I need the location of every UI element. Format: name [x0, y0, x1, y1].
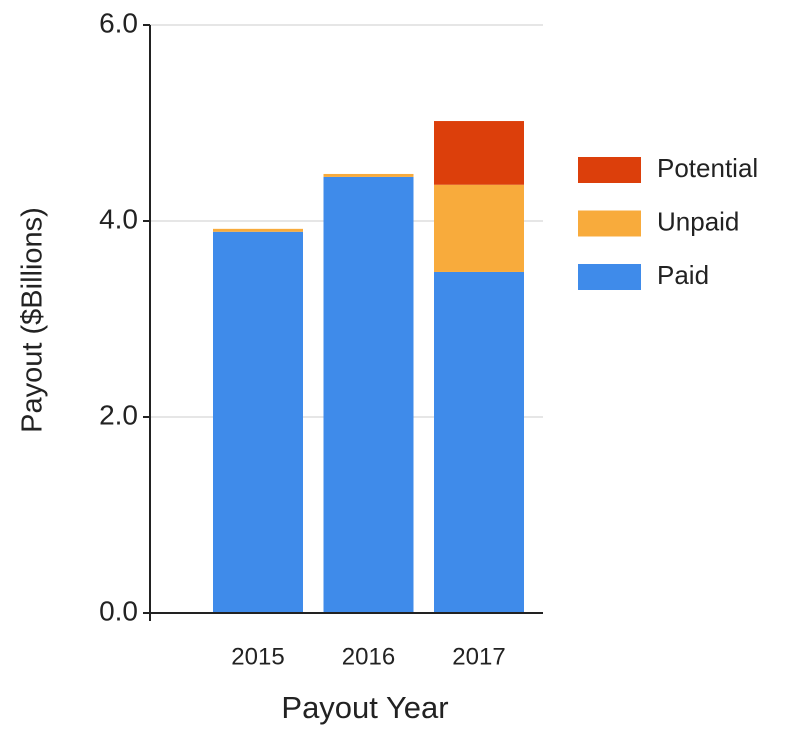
legend-label: Potential: [657, 153, 758, 183]
x-tick-label: 2015: [231, 643, 284, 670]
y-tick-label: 2.0: [99, 399, 138, 430]
bar-segment: [434, 121, 524, 185]
y-tick-label: 0.0: [99, 595, 138, 626]
y-tick-label: 4.0: [99, 203, 138, 234]
bar-segment: [213, 231, 303, 613]
legend-label: Unpaid: [657, 206, 739, 236]
legend-swatch: [578, 210, 641, 237]
y-tick-label: 6.0: [99, 7, 138, 38]
legend-swatch: [578, 157, 641, 183]
bar-segment: [323, 173, 414, 177]
x-axis-title: Payout Year: [281, 690, 448, 725]
legend-swatch: [578, 264, 641, 290]
bar-segment: [434, 271, 524, 613]
bar-segment: [213, 228, 303, 232]
x-tick-label: 2016: [342, 643, 395, 670]
bar-segment: [323, 176, 414, 613]
legend-label: Paid: [657, 260, 709, 290]
x-tick-label: 2017: [452, 643, 505, 670]
y-axis-title: Payout ($Billions): [17, 207, 49, 433]
bar-segment: [434, 184, 524, 272]
